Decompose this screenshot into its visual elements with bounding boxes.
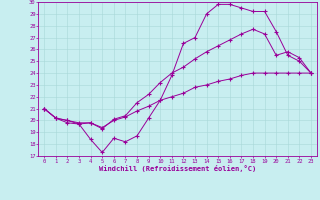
X-axis label: Windchill (Refroidissement éolien,°C): Windchill (Refroidissement éolien,°C) <box>99 165 256 172</box>
